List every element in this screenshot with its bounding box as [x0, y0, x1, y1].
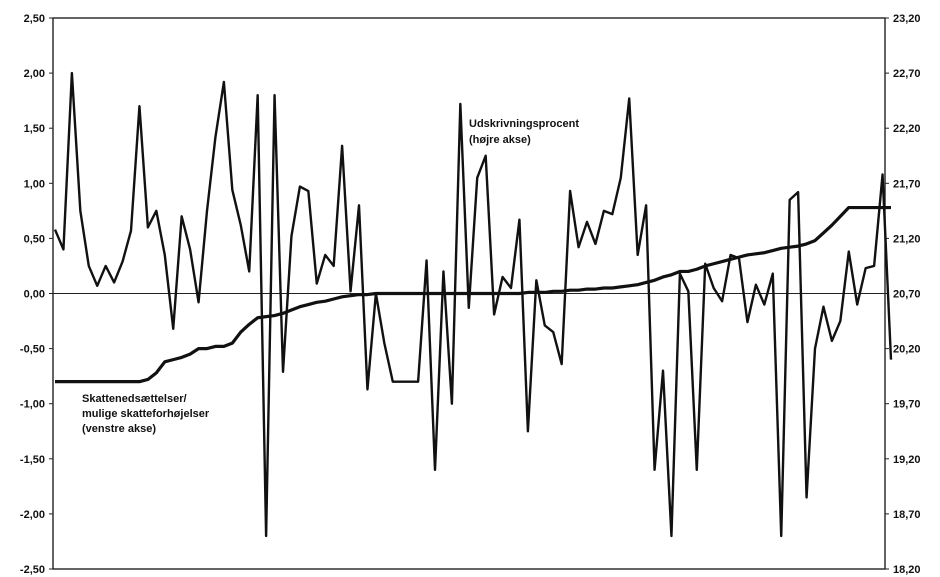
annotation-skattenedsaettelser: Skattenedsættelser/ mulige skatteforhøje… — [82, 393, 212, 435]
left-tick-label: 0,00 — [24, 289, 45, 301]
left-tick-label: 0,50 — [24, 233, 45, 245]
left-axis: 2,50 2,00 1,50 1,00 0,50 0,00 -0,50 -1,00 -1,50 -… — [20, 13, 53, 576]
left-tick-label: 1,00 — [24, 178, 45, 190]
right-tick-label: 23,20 — [893, 13, 921, 25]
right-axis: 23,20 22,70 22,20 21,70 21,20 20,70 20,20 19,70… — [885, 13, 921, 576]
left-tick-label: -1,00 — [20, 399, 45, 411]
left-tick-label: -2,50 — [20, 564, 45, 576]
right-tick-label: 19,70 — [893, 399, 921, 411]
right-tick-label: 21,20 — [893, 233, 921, 245]
right-tick-label: 19,20 — [893, 454, 921, 466]
right-tick-label: 22,20 — [893, 123, 921, 135]
left-tick-label: -1,50 — [20, 454, 45, 466]
right-tick-label: 18,70 — [893, 509, 921, 521]
series-line-udskrivningsprocent — [53, 71, 893, 538]
right-tick-label: 21,70 — [893, 178, 921, 190]
left-tick-label: 2,00 — [24, 68, 45, 80]
annotation-udskrivningsprocent: Udskrivningsprocent (højre akse) — [469, 118, 582, 146]
left-tick-label: -2,00 — [20, 509, 45, 521]
series-layer — [53, 71, 893, 538]
right-tick-label: 18,20 — [893, 564, 921, 576]
left-tick-label: 1,50 — [24, 123, 45, 135]
left-tick-label: 2,50 — [24, 13, 45, 25]
right-tick-label: 22,70 — [893, 68, 921, 80]
right-tick-label: 20,20 — [893, 344, 921, 356]
left-tick-label: -0,50 — [20, 344, 45, 356]
series-line-skattenedsaettelser — [55, 205, 891, 384]
right-tick-label: 20,70 — [893, 289, 921, 301]
